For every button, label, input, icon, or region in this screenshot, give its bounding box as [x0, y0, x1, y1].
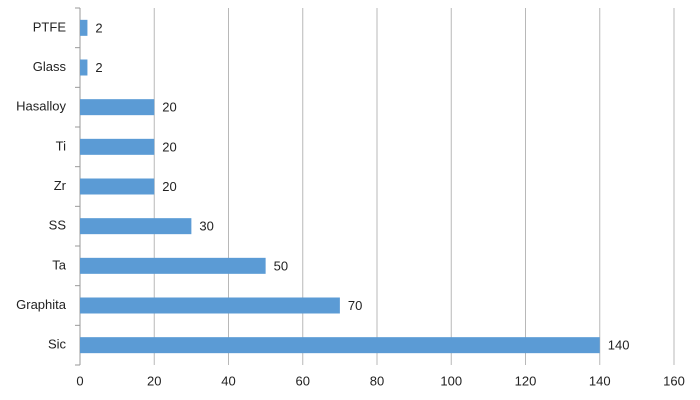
data-label: 2	[95, 20, 102, 35]
bar	[80, 257, 266, 274]
y-tick-label: Ta	[52, 257, 67, 272]
bar	[80, 138, 155, 155]
bar	[80, 178, 155, 195]
data-label: 70	[348, 298, 362, 313]
data-label: 2	[95, 60, 102, 75]
y-tick-label: Sic	[48, 337, 67, 352]
x-tick-label: 140	[589, 373, 611, 388]
bar	[80, 297, 340, 314]
data-label: 30	[199, 219, 213, 234]
data-label: 20	[162, 179, 176, 194]
y-tick-label: Graphita	[16, 297, 67, 312]
x-tick-label: 160	[663, 373, 685, 388]
data-label: 20	[162, 100, 176, 115]
x-tick-label: 100	[440, 373, 462, 388]
y-tick-label: SS	[49, 218, 67, 233]
y-tick-label: Glass	[33, 59, 67, 74]
bar	[80, 337, 600, 354]
x-tick-label: 20	[147, 373, 161, 388]
x-tick-label: 80	[370, 373, 384, 388]
x-tick-label: 0	[76, 373, 83, 388]
bar	[80, 218, 192, 235]
x-tick-label: 40	[221, 373, 235, 388]
data-label: 50	[274, 258, 288, 273]
y-tick-label: Ti	[56, 138, 66, 153]
bar	[80, 99, 155, 116]
y-tick-label: Zr	[54, 178, 67, 193]
data-label: 140	[608, 338, 630, 353]
bar	[80, 59, 88, 76]
data-label: 20	[162, 139, 176, 154]
y-tick-label: Hasalloy	[16, 99, 66, 114]
bar	[80, 19, 88, 36]
x-tick-label: 120	[515, 373, 537, 388]
x-tick-label: 60	[296, 373, 310, 388]
y-tick-label: PTFE	[33, 19, 67, 34]
